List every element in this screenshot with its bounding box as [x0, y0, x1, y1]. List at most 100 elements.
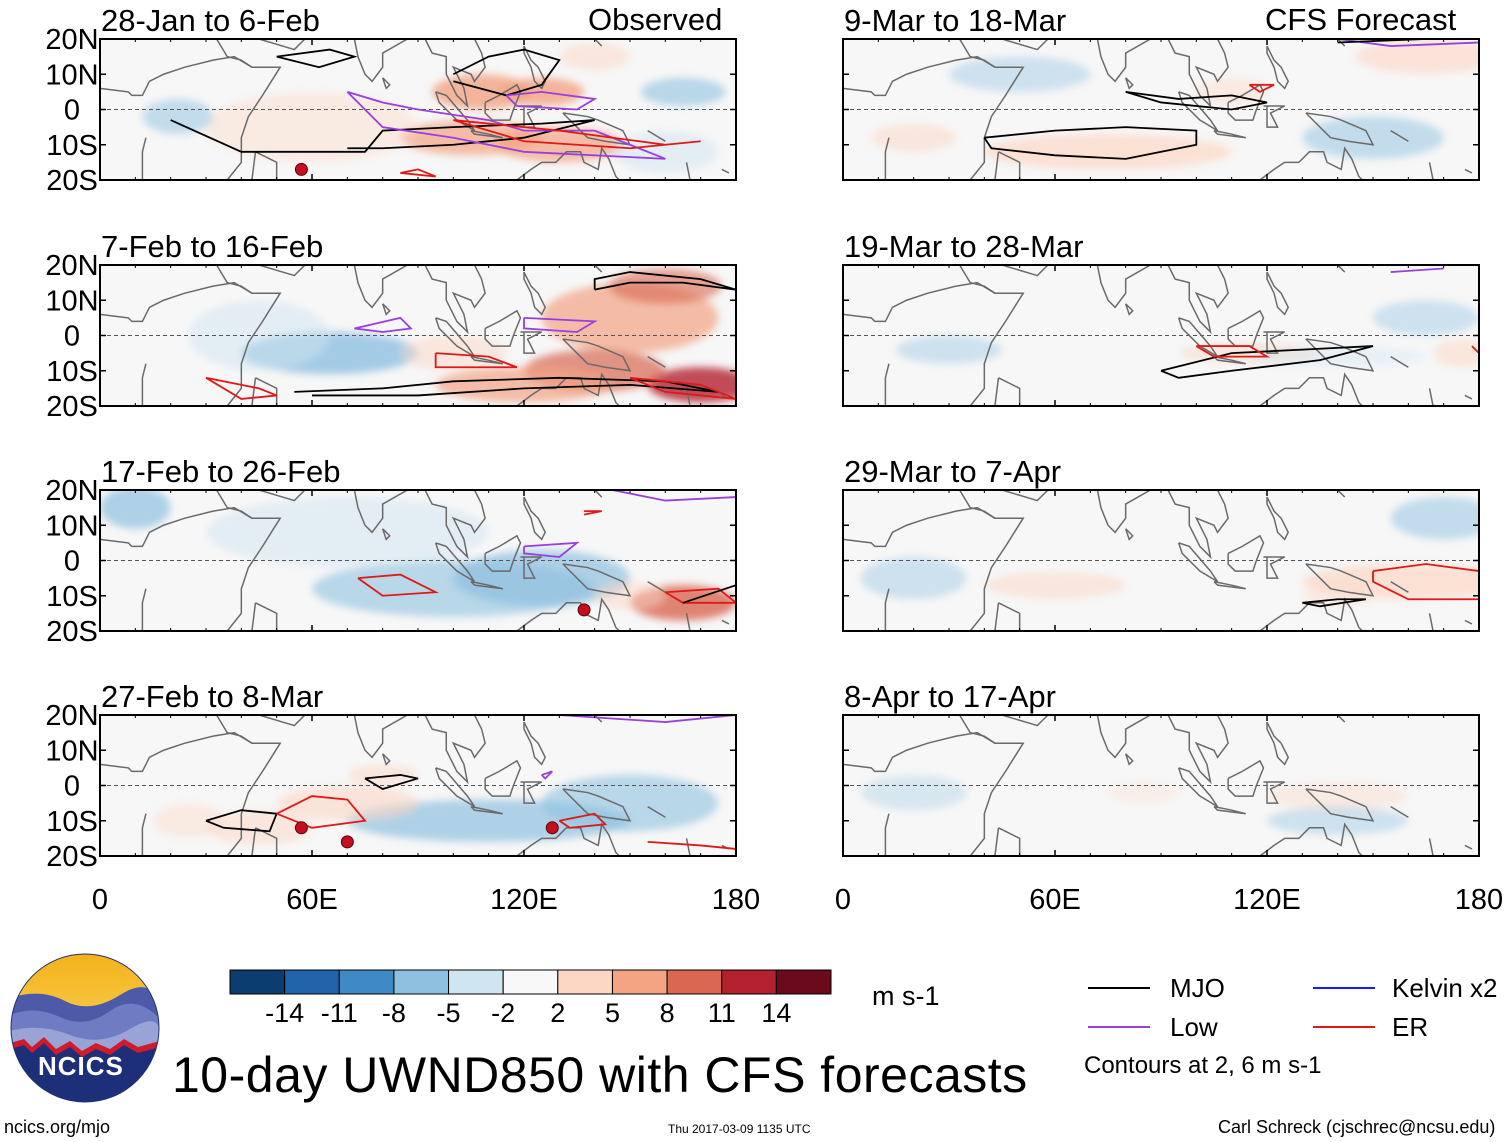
coastline: [1305, 563, 1375, 597]
contour-low: [1390, 267, 1444, 273]
anomaly-shading: [435, 367, 613, 403]
coastline: [1305, 112, 1375, 146]
colorbar-units: m s-1: [872, 981, 940, 1011]
coastline: [258, 265, 306, 277]
coastline: [1227, 759, 1265, 797]
coastline: [1464, 394, 1473, 400]
contour-mjo: [294, 376, 719, 397]
coastline: [843, 281, 1025, 406]
legend-kelvin-line: [1313, 987, 1375, 989]
coastline: [685, 838, 691, 856]
coastline: [994, 151, 1000, 180]
x-tick-label: 180: [1455, 884, 1503, 916]
coastline: [381, 753, 391, 766]
anomaly-shading: [608, 268, 722, 304]
colorbar-swatch: [284, 969, 340, 995]
source-url[interactable]: ncics.org/mjo: [4, 1117, 111, 1137]
y-tick-label: 0: [64, 546, 80, 578]
colorbar-label: -2: [491, 998, 516, 1028]
coastline: [1245, 822, 1363, 856]
colorbar-label: -11: [320, 998, 358, 1028]
colorbar-swatch: [666, 969, 723, 995]
coastline: [594, 265, 603, 273]
anomaly-shading: [400, 335, 507, 371]
legend-er-line: [1313, 1026, 1375, 1028]
coastline: [998, 602, 1021, 631]
coastline: [884, 813, 890, 856]
coastline: [1337, 490, 1346, 498]
anomaly-shading: [1249, 346, 1426, 368]
contour-er: [453, 119, 701, 150]
coastline: [1124, 77, 1134, 90]
contour-er: [558, 812, 608, 829]
y-tick-label: 10S: [46, 806, 98, 838]
contour-mjo: [1302, 598, 1367, 608]
anomaly-shading: [1108, 781, 1179, 804]
coastline: [100, 731, 282, 856]
coastline: [470, 805, 503, 815]
legend-mjo-label: MJO: [1170, 973, 1225, 1003]
contour-mjo: [205, 809, 278, 833]
contour-er: [664, 587, 736, 604]
y-tick-label: 10S: [46, 581, 98, 613]
panel-title: 28-Jan to 6-Feb: [101, 3, 320, 38]
coastline: [884, 363, 890, 406]
coastline: [1167, 715, 1229, 785]
panel-title: 27-Feb to 8-Mar: [101, 679, 323, 714]
panel-title: 7-Feb to 16-Feb: [101, 229, 323, 264]
coastline: [721, 168, 730, 174]
anomaly-shading: [640, 77, 726, 106]
coastline: [215, 265, 253, 294]
coastline: [1337, 265, 1346, 273]
coastline: [141, 813, 147, 856]
coastline: [1213, 129, 1246, 139]
coastline: [100, 506, 282, 631]
y-tick-label: 0: [64, 95, 80, 127]
coastline: [994, 377, 1000, 406]
coastline: [843, 55, 1025, 180]
coastline: [258, 39, 306, 51]
colorbar-swatch: [448, 969, 504, 995]
contour-low: [505, 90, 598, 111]
y-tick-label: 20N: [45, 475, 98, 507]
coastline: [255, 377, 278, 406]
coastline: [721, 619, 730, 625]
coastline: [255, 151, 278, 180]
coastline: [470, 355, 503, 365]
coastline: [958, 715, 996, 744]
coastline: [502, 822, 620, 856]
contour-er: [1195, 345, 1271, 358]
panel-7: 29-Mar to 7-Apr: [842, 454, 1480, 632]
author-credit: Carl Schreck (cjschrec@ncsu.edu): [1218, 1117, 1496, 1137]
coastline: [1124, 753, 1134, 766]
anomaly-shading: [495, 127, 623, 163]
coastline: [215, 490, 253, 519]
x-tick-label: 120E: [1233, 884, 1301, 916]
coastline: [1079, 715, 1151, 759]
coastline: [1079, 265, 1151, 309]
coastline: [1227, 83, 1265, 121]
coastline: [1337, 715, 1346, 723]
contour-er: [647, 841, 736, 850]
panel-title: 8-Apr to 17-Apr: [844, 679, 1056, 714]
anomaly-shading: [142, 98, 214, 135]
anomaly-shading: [453, 549, 630, 607]
observed-label: Observed: [588, 2, 723, 37]
panel-5: 9-Mar to 18-Mar: [842, 3, 1480, 181]
coastline: [215, 39, 253, 68]
colorbar-swatch: [611, 969, 668, 995]
y-tick-label: 20S: [46, 391, 98, 423]
coastline: [1390, 130, 1409, 142]
coastline: [1245, 372, 1363, 406]
coastline: [594, 490, 603, 498]
anomaly-shading: [347, 764, 418, 786]
coastline: [1001, 490, 1049, 502]
contour-note: Contours at 2, 6 m s-1: [1084, 1052, 1322, 1079]
coastline: [255, 602, 278, 631]
coastline: [1464, 168, 1473, 174]
y-tick-label: 0: [64, 771, 80, 803]
colorbar: [229, 969, 832, 995]
coastline: [562, 338, 632, 372]
